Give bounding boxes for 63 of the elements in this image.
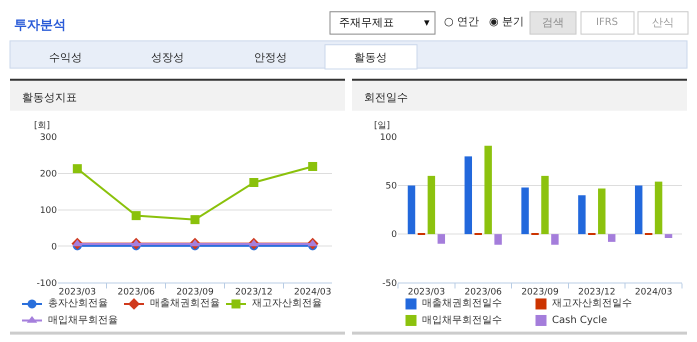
y-tick-label: 0 <box>391 230 398 240</box>
legend-label: 재고자산회전율 <box>252 298 322 309</box>
text: 산식 <box>652 16 674 29</box>
y-tick-label: -100 <box>36 278 58 289</box>
chart-title: 회전일수 <box>364 91 408 104</box>
bar <box>494 234 502 245</box>
x-tick-label: 2023/12 <box>235 287 273 298</box>
y-tick-label: -50 <box>382 278 398 289</box>
x-tick-label: 2023/06 <box>117 287 156 298</box>
bar <box>408 186 416 234</box>
x-tick-label: 2024/03 <box>294 287 332 298</box>
bar <box>578 195 586 234</box>
x-tick-label: 2023/09 <box>176 287 214 298</box>
bar <box>664 234 672 238</box>
legend-label: 매입채무회전율 <box>48 315 118 326</box>
bar <box>634 186 642 234</box>
x-tick-label: 2024/03 <box>634 287 672 298</box>
y-axis-title: [회] <box>34 121 50 131</box>
text: IFRS <box>596 17 618 28</box>
x-tick-label: 2023/12 <box>578 287 616 298</box>
bar <box>438 234 446 244</box>
text: 활동성 <box>354 51 387 64</box>
text: 투자분석 <box>14 18 66 33</box>
point <box>190 215 200 224</box>
bar <box>428 176 436 234</box>
text: 안정성 <box>254 51 287 64</box>
bar <box>464 156 472 234</box>
point <box>249 178 258 187</box>
y-tick-label: 50 <box>386 182 398 192</box>
bar <box>551 234 559 245</box>
bar <box>654 182 662 234</box>
text: 검색 <box>542 16 564 29</box>
bar <box>598 188 606 234</box>
x-tick-label: 2023/09 <box>521 287 559 298</box>
y-axis-title: [일] <box>374 121 390 131</box>
chart-title: 활동성지표 <box>22 91 77 104</box>
legend-label: 총자산회전율 <box>48 298 108 309</box>
text: 수익성 <box>49 51 82 64</box>
text: ◉ 분기 <box>489 15 524 28</box>
legend-label: Cash Cycle <box>552 315 608 326</box>
text: 주재무제표 <box>339 16 394 29</box>
text: ▾ <box>424 16 430 29</box>
point <box>132 211 141 220</box>
y-tick-label: 0 <box>51 242 58 252</box>
x-tick-label: 2023/03 <box>408 287 446 298</box>
y-tick-label: 200 <box>40 170 58 180</box>
bar <box>521 187 529 234</box>
legend-label: 재고자산회전일수 <box>552 298 632 309</box>
x-tick-label: 2023/03 <box>58 287 96 298</box>
y-tick-label: 100 <box>380 133 398 144</box>
x-tick-label: 2023/06 <box>464 287 502 298</box>
point <box>72 164 82 174</box>
legend-label: 매입채무회전일수 <box>422 315 502 326</box>
legend-label: 매출채권회전율 <box>150 298 220 309</box>
bar <box>541 176 549 234</box>
text: ○ 연간 <box>444 15 480 28</box>
bar <box>608 234 616 242</box>
y-tick-label: 300 <box>40 133 58 144</box>
bar <box>484 146 492 234</box>
legend-label: 매출채권회전일수 <box>422 298 502 309</box>
text: 성장성 <box>151 51 184 64</box>
point <box>308 162 318 171</box>
y-tick-label: 100 <box>40 206 58 216</box>
